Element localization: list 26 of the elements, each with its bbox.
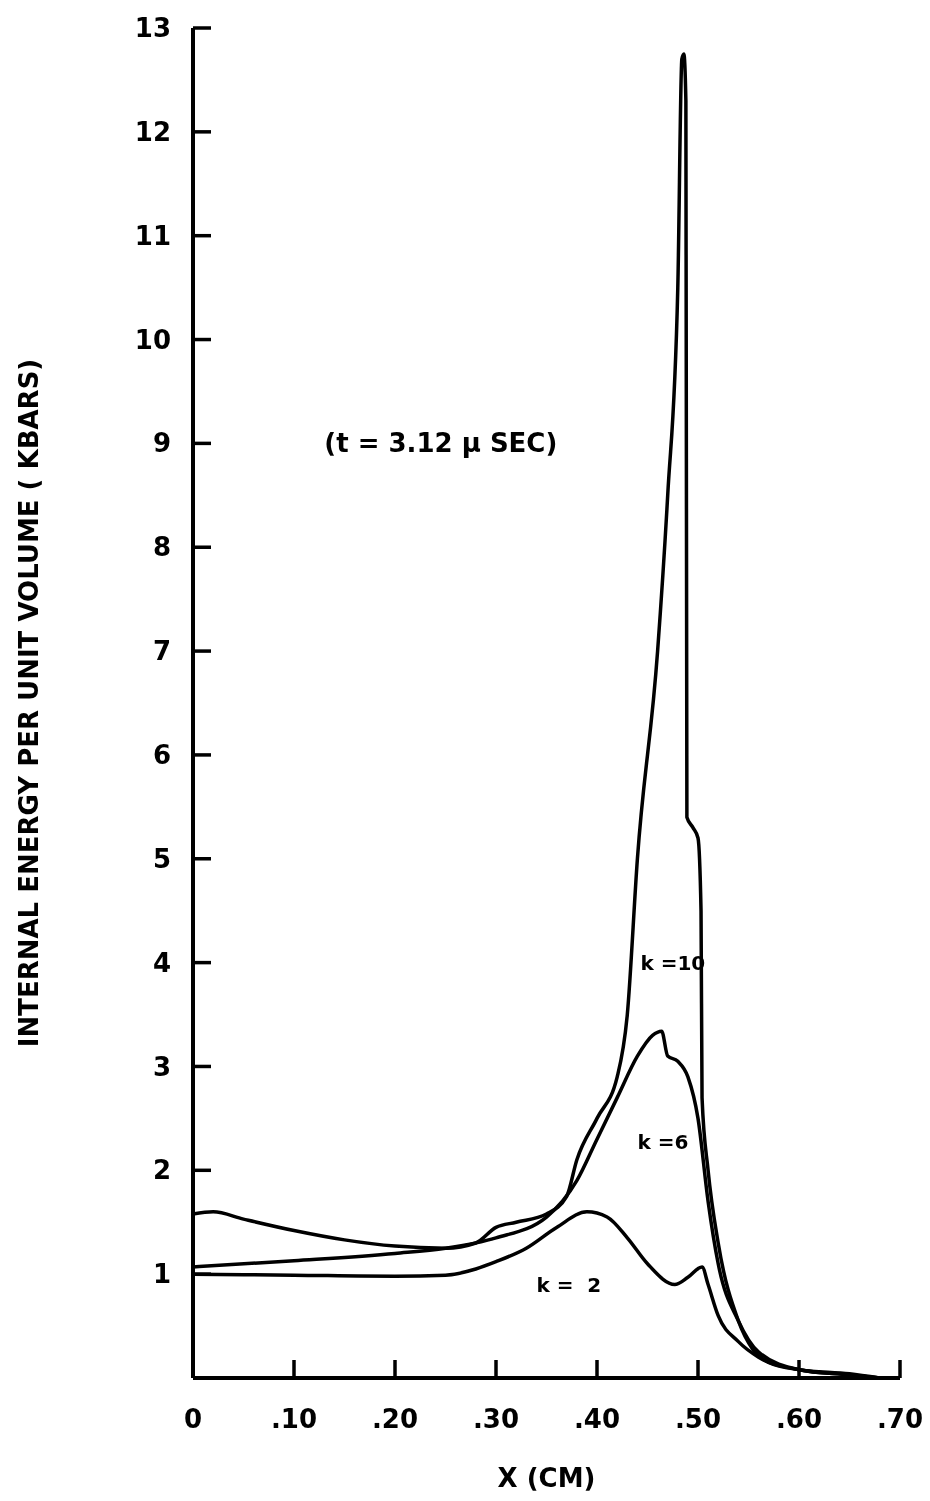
series-label: k =6 [637,1130,689,1155]
x-tick-label: .50 [674,1404,722,1434]
series-label: k = 2 [536,1272,602,1297]
y-tick-label: 9 [152,428,171,459]
y-tick-label: 6 [152,740,171,771]
y-tick-label: 7 [152,636,171,667]
y-tick-label: 2 [152,1155,171,1186]
x-tick-label: .10 [270,1404,318,1434]
y-tick-label: 4 [152,947,171,978]
y-tick-label: 10 [134,324,171,355]
x-tick-label: .20 [371,1404,419,1434]
x-tick-label: 0 [183,1404,203,1434]
y-tick-label: 12 [134,116,171,147]
x-axis-title: X (CM) [497,1463,596,1493]
y-axis-title: INTERNAL ENERGY PER UNIT VOLUME ( KBARS) [14,358,44,1048]
x-tick-label: .30 [472,1404,520,1434]
x-tick-label: .40 [573,1404,621,1434]
annotation: (t = 3.12 μ SEC) [324,428,558,459]
x-tick-label: .60 [775,1404,823,1434]
y-tick-label: 3 [152,1051,171,1082]
y-tick-label: 8 [152,532,171,563]
y-tick-label: 5 [152,843,171,874]
y-tick-label: 11 [134,220,171,251]
y-tick-label: 13 [134,13,171,44]
y-tick-label: 1 [152,1259,171,1290]
x-tick-label: .70 [876,1404,924,1434]
